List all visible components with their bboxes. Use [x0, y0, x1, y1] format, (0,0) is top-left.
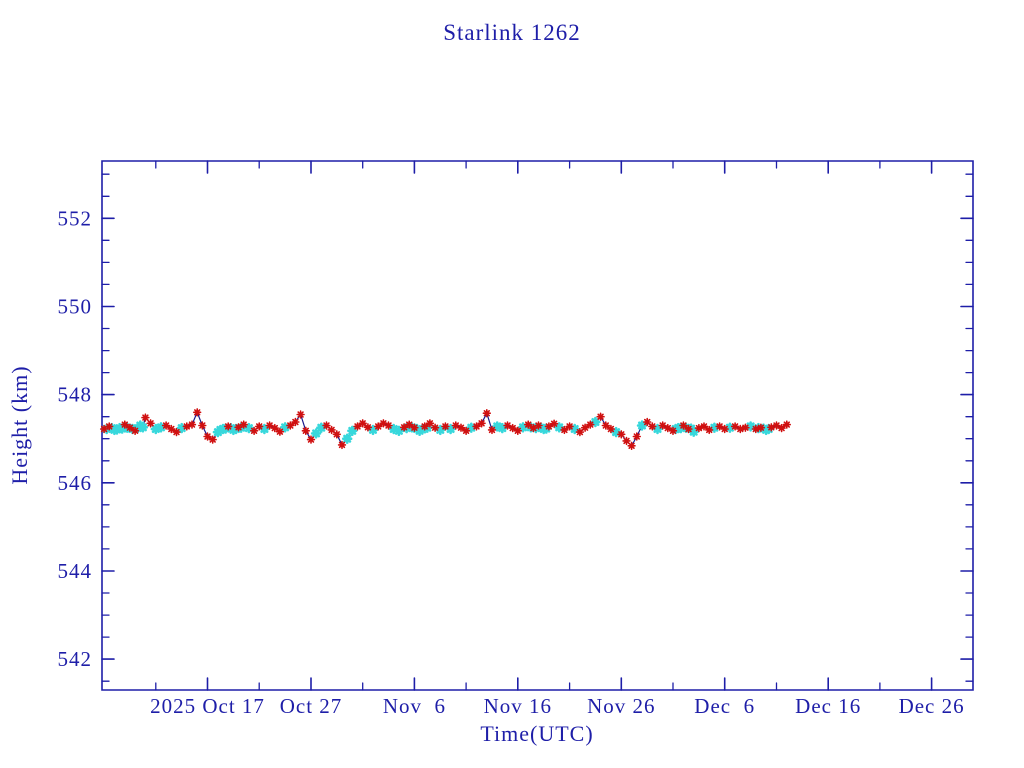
x-tick-label: Dec 16: [795, 694, 861, 718]
red-asterisk-markers: [99, 408, 791, 450]
y-tick-label: 548: [58, 383, 93, 407]
x-tick-label: Dec 6: [694, 694, 755, 718]
y-tick-label: 552: [58, 206, 93, 230]
y-tick-label: 546: [58, 471, 93, 495]
chart-title: Starlink 1262: [443, 20, 581, 45]
plot-frame: [101, 160, 974, 691]
x-tick-label: Nov 6: [383, 694, 446, 718]
y-axis-title: Height (km): [7, 365, 32, 484]
x-tick-label: Oct 27: [280, 694, 343, 718]
y-tick-label: 542: [58, 647, 93, 671]
data-series: [99, 408, 791, 450]
axes-and-frame: 2025 Oct 17 Oct 27 Nov 6 Nov 16 Nov 26 Dec 6 D…: [58, 160, 974, 718]
x-axis-title: Time(UTC): [480, 721, 593, 746]
x-tick-label: 2025 Oct 17: [150, 694, 265, 718]
minor-ticks: [101, 160, 974, 691]
x-tick-label: Nov 26: [587, 694, 655, 718]
major-ticks: [101, 160, 974, 691]
x-tick-label: Nov 16: [484, 694, 552, 718]
y-tick-label: 550: [58, 295, 93, 319]
y-tick-label: 544: [58, 559, 93, 583]
x-tick-label: Dec 26: [899, 694, 965, 718]
